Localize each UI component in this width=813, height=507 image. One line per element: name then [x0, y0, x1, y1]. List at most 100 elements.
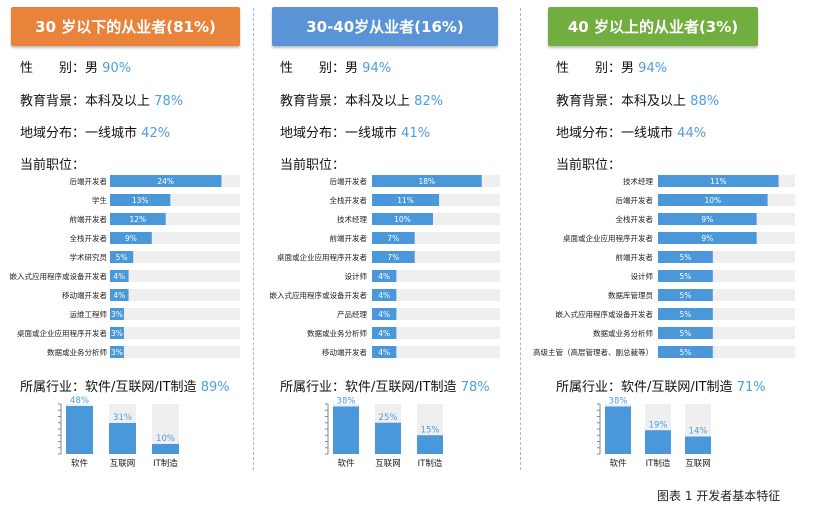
job-bar [372, 194, 440, 206]
education-row: 教育背景：本科及以上 78% [20, 90, 183, 109]
jobs-title: 当前职位： [556, 158, 622, 173]
job-label: 学术研究员 [70, 252, 108, 262]
job-bar [110, 289, 129, 301]
job-label: 全栈开发者 [330, 195, 368, 205]
job-bar [110, 175, 222, 187]
industry-value-label: 38% [609, 397, 628, 407]
job-label: 学生 [92, 195, 107, 205]
industry-value-label: 25% [379, 413, 398, 423]
gender-value: 男 [345, 61, 359, 76]
job-label: 桌面或企业应用程序开发者 [277, 252, 367, 262]
region-label: 地域分布： [20, 126, 86, 141]
education-label: 教育背景： [20, 94, 86, 109]
job-bar [658, 194, 768, 206]
gender-label: 性 别： [556, 61, 622, 76]
job-bar [372, 213, 433, 225]
job-value-label: 9% [701, 234, 713, 243]
job-label: 设计师 [345, 271, 368, 281]
job-label: 嵌入式应用程序或设备开发者 [556, 309, 654, 319]
panel-over-40: 40 岁以上的从业者(3%) 性 别：男 94% 教育背景：本科及以上 88% … [528, 0, 795, 480]
industry-category-label: 互联网 [375, 459, 401, 469]
bar-track [372, 270, 500, 282]
region-pct: 42% [141, 126, 171, 141]
industry-value-label: 31% [113, 413, 132, 423]
job-value-label: 10% [394, 215, 411, 224]
job-value-label: 12% [130, 215, 147, 224]
job-label: 数据或业务分析师 [307, 328, 367, 338]
education-label: 教育背景： [556, 94, 622, 109]
industry-bar [685, 436, 711, 454]
gender-row: 性 别：男 94% [556, 57, 667, 76]
figure-caption: 图表 1 开发者基本特征 [657, 489, 781, 503]
bar-track [110, 327, 240, 339]
job-bar [110, 251, 134, 263]
bar-track [372, 289, 500, 301]
industry-value: 软件/互联网/IT制造 [621, 380, 733, 395]
industry-value-label: 19% [649, 420, 668, 430]
job-label: 后端开发者 [616, 195, 654, 205]
region-label: 地域分布： [280, 126, 346, 141]
job-value-label: 13% [132, 196, 149, 205]
industry-value: 软件/互联网/IT制造 [345, 380, 457, 395]
region-row: 地域分布：一线城市 44% [556, 122, 706, 141]
gender-value: 男 [85, 61, 99, 76]
job-label: 后端开发者 [330, 176, 368, 186]
job-label: 全栈开发者 [616, 214, 654, 224]
region-label: 地域分布： [556, 126, 622, 141]
industry-value-label: 15% [421, 425, 440, 435]
bar-track [110, 270, 240, 282]
region-value: 一线城市 [345, 126, 398, 141]
industry-pct: 71% [736, 380, 766, 395]
education-pct: 82% [414, 94, 444, 109]
bar-track [110, 308, 240, 320]
job-label: 前端开发者 [70, 214, 108, 224]
job-bar [658, 327, 713, 339]
job-label: 全栈开发者 [70, 233, 108, 243]
jobs-title: 当前职位： [20, 158, 86, 173]
bar-track [110, 251, 240, 263]
industry-bar [417, 435, 443, 454]
industry-value-label: 14% [689, 427, 708, 437]
job-bar [110, 346, 124, 358]
job-bar [372, 308, 397, 320]
job-value-label: 4% [378, 272, 390, 281]
bar-track [110, 346, 240, 358]
industry-value-label: 10% [156, 434, 175, 444]
panel-divider-2 [520, 8, 521, 470]
panel-divider-1 [253, 8, 254, 470]
job-value-label: 4% [378, 348, 390, 357]
job-bar [658, 251, 713, 263]
industry-category-label: IT制造 [646, 458, 671, 469]
job-value-label: 3% [111, 348, 123, 357]
job-bar [372, 289, 397, 301]
industry-pct: 89% [200, 380, 230, 395]
industry-bar-chart: 38% 软件 19% IT制造 14% 互联网 [597, 397, 711, 469]
job-label: 数据库管理员 [608, 290, 653, 300]
job-bar [110, 213, 166, 225]
job-bar [110, 327, 124, 339]
industry-value-label: 38% [337, 397, 356, 407]
job-label: 产品经理 [337, 309, 367, 319]
industry-label: 所属行业： [20, 380, 86, 395]
education-value: 本科及以上 [345, 94, 411, 109]
job-bar [110, 232, 152, 244]
job-label: 设计师 [631, 271, 654, 281]
job-label: 前端开发者 [616, 252, 654, 262]
industry-row: 所属行业：软件/互联网/IT制造 78% [280, 376, 490, 395]
job-value-label: 7% [387, 253, 399, 262]
job-bar [658, 289, 713, 301]
job-value-label: 5% [679, 291, 691, 300]
industry-category-label: 软件 [71, 458, 89, 469]
jobs-bar-chart: 后端开发者 18% 全栈开发者 11% 技术经理 10% 前端开发者 7% 桌面或企业应用程序开… [270, 175, 500, 358]
panel-header: 30-40岁从业者(16%) [272, 7, 498, 46]
jobs-bar-chart: 技术经理 11% 后端开发者 10% 全栈开发者 9% 桌面或企业应用程序开发者 9% 前端开发… [533, 175, 795, 358]
job-label: 技术经理 [337, 214, 367, 224]
industry-category-label: 软件 [609, 458, 627, 469]
job-value-label: 4% [378, 310, 390, 319]
industry-bar [66, 406, 93, 454]
panel-header: 40 岁以上的从业者(3%) [548, 7, 758, 46]
job-label: 前端开发者 [330, 233, 368, 243]
gender-pct: 94% [362, 61, 392, 76]
industry-bar-chart: 38% 软件 25% 互联网 15% IT制造 [325, 397, 443, 469]
job-label: 后端开发者 [70, 176, 108, 186]
